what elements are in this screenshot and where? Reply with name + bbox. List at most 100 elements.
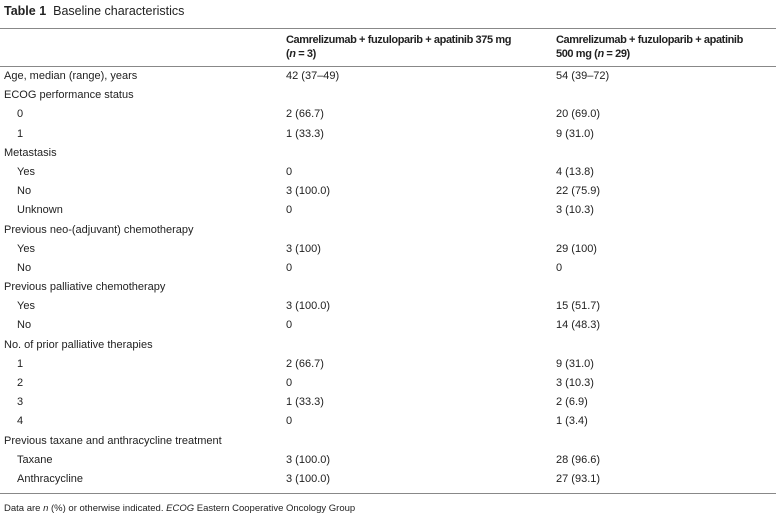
table-caption: Baseline characteristics [53, 4, 185, 18]
value-375mg: 3 (100.0) [286, 300, 331, 313]
table-row: Metastasis [0, 144, 776, 163]
value-375mg: 0 [286, 377, 293, 389]
table-row: Previous palliative chemotherapy [0, 278, 776, 297]
value-375mg [282, 223, 552, 240]
value-375mg: 1 (33.3) [286, 396, 324, 409]
row-label: Previous palliative chemotherapy [4, 281, 166, 294]
table-header: Camrelizumab + fuzuloparib + apatinib 37… [0, 29, 776, 67]
table-row: No 0 0 [0, 259, 776, 278]
footnote: Data are n (%) or otherwise indicated. E… [4, 503, 356, 514]
row-label: Anthracycline [17, 472, 84, 485]
value-375mg [282, 338, 552, 355]
table-row: Previous neo-(adjuvant) chemotherapy [0, 221, 776, 240]
value-500mg: 2 (6.9) [556, 396, 588, 409]
table-row: No. of prior palliative therapies [0, 336, 776, 355]
row-label: No [17, 319, 32, 332]
row-label: Unknown [17, 204, 63, 217]
table-row: No 3 (100.0) 22 (75.9) [0, 182, 776, 201]
value-500mg: 15 (51.7) [556, 300, 601, 313]
value-375mg: 1 (33.3) [286, 127, 324, 140]
value-375mg: 3 (100.0) [286, 185, 331, 198]
value-375mg: 2 (66.7) [286, 108, 324, 121]
table-row: Yes 0 4 (13.8) [0, 163, 776, 182]
value-375mg: 0 [286, 319, 293, 332]
table-label: Table 1 [4, 4, 47, 18]
row-label: Age, median (range), years [4, 70, 138, 82]
value-375mg [282, 280, 552, 297]
value-375mg: 42 (37–49) [286, 70, 340, 82]
row-label: Taxane [17, 453, 53, 466]
header-n: 500 mg (n = 29) [556, 48, 630, 60]
value-500mg: 28 (96.6) [556, 453, 601, 466]
header-col-375mg: Camrelizumab + fuzuloparib + apatinib 37… [286, 33, 548, 61]
table: Camrelizumab + fuzuloparib + apatinib 37… [0, 28, 776, 495]
header-text: Camrelizumab + fuzuloparib + apatinib [556, 34, 743, 46]
row-label: ECOG performance status [4, 89, 134, 102]
value-375mg: 0 [286, 261, 293, 274]
row-label: Previous taxane and anthracycline treatm… [4, 434, 222, 447]
row-label: No. of prior palliative therapies [4, 338, 153, 351]
row-label: No [17, 261, 32, 274]
value-500mg: 20 (69.0) [556, 108, 601, 121]
value-375mg: 3 (100.0) [286, 472, 331, 485]
value-500mg: 0 [556, 261, 563, 274]
header-text: Camrelizumab + fuzuloparib + apatinib 37… [286, 34, 512, 46]
table-row: 2 0 3 (10.3) [0, 374, 776, 393]
value-375mg [282, 146, 552, 163]
table-row: 3 1 (33.3) 2 (6.9) [0, 393, 776, 412]
table-row: Yes 3 (100.0) 15 (51.7) [0, 297, 776, 316]
row-label: Previous neo-(adjuvant) chemotherapy [4, 223, 194, 236]
value-375mg: 0 [286, 415, 293, 428]
value-375mg [282, 88, 552, 105]
value-500mg: 27 (93.1) [556, 472, 601, 485]
row-label: 3 [17, 396, 24, 409]
value-500mg: 14 (48.3) [556, 319, 601, 332]
header-n: (n = 3) [286, 48, 316, 60]
value-500mg: 9 (31.0) [556, 127, 594, 140]
value-500mg [552, 280, 774, 297]
table-row: 1 2 (66.7) 9 (31.0) [0, 355, 776, 374]
value-500mg [552, 338, 774, 355]
value-500mg [552, 146, 774, 163]
value-375mg: 0 [286, 204, 293, 217]
table-row: Taxane 3 (100.0) 28 (96.6) [0, 451, 776, 470]
row-label: Yes [17, 242, 35, 255]
row-label: Metastasis [4, 146, 57, 159]
table-row: 4 0 1 (3.4) [0, 412, 776, 431]
row-label: 1 [17, 127, 24, 140]
value-375mg [282, 434, 552, 451]
value-500mg: 22 (75.9) [556, 185, 601, 198]
value-500mg: 3 (10.3) [556, 204, 594, 217]
row-label: Yes [17, 165, 35, 178]
value-375mg: 0 [286, 165, 293, 178]
table-title: Table 1 Baseline characteristics [4, 4, 184, 18]
value-500mg: 9 (31.0) [556, 357, 594, 370]
value-500mg [552, 223, 774, 240]
header-col-500mg: Camrelizumab + fuzuloparib + apatinib 50… [556, 33, 774, 61]
value-375mg: 2 (66.7) [286, 357, 324, 370]
value-500mg: 4 (13.8) [556, 165, 594, 178]
value-500mg [552, 434, 774, 451]
row-label: No [17, 185, 32, 198]
table-row: ECOG performance status [0, 86, 776, 105]
row-label: 0 [17, 108, 24, 121]
row-label: 1 [17, 357, 24, 370]
value-500mg: 54 (39–72) [556, 70, 610, 82]
table-row: Unknown 0 3 (10.3) [0, 201, 776, 220]
table-row: 0 2 (66.7) 20 (69.0) [0, 105, 776, 124]
value-500mg: 1 (3.4) [556, 415, 588, 428]
value-375mg: 3 (100.0) [286, 453, 331, 466]
table-row: Anthracycline 3 (100.0) 27 (93.1) [0, 470, 776, 489]
table-row: Previous taxane and anthracycline treatm… [0, 432, 776, 451]
table-body: Age, median (range), years 42 (37–49) 54 (… [0, 67, 776, 493]
row-label: 2 [17, 377, 24, 389]
value-375mg: 3 (100) [286, 242, 321, 255]
value-500mg: 29 (100) [556, 242, 597, 255]
table-row: No 0 14 (48.3) [0, 316, 776, 335]
table-row: Yes 3 (100) 29 (100) [0, 240, 776, 259]
value-500mg [552, 88, 774, 105]
value-500mg: 3 (10.3) [556, 377, 594, 389]
table-row: 1 1 (33.3) 9 (31.0) [0, 125, 776, 144]
row-label: Yes [17, 300, 35, 313]
row-label: 4 [17, 415, 24, 428]
